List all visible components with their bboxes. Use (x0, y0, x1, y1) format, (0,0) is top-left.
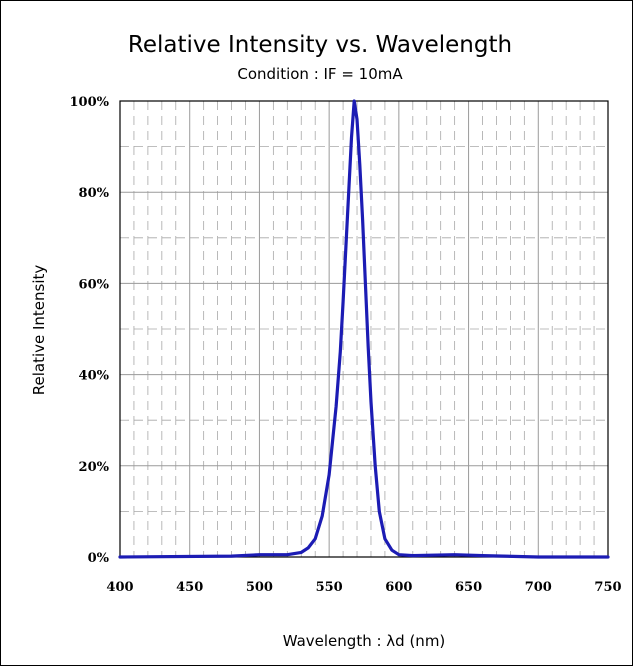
x-axis-label: Wavelength : λd (nm) (283, 632, 446, 650)
x-tick-label: 700 (525, 580, 552, 595)
x-tick-label: 600 (385, 580, 412, 595)
chart-subtitle: Condition : IF = 10mA (237, 65, 403, 83)
y-tick-label: 0% (88, 551, 110, 566)
x-tick-label: 400 (106, 580, 133, 595)
y-axis-label: Relative Intensity (30, 265, 48, 396)
x-tick-label: 450 (176, 580, 203, 595)
x-tick-label: 750 (594, 580, 621, 595)
y-tick-label: 40% (79, 369, 110, 384)
y-tick-label: 80% (79, 186, 110, 201)
x-tick-label: 500 (246, 580, 273, 595)
y-tick-label: 100% (70, 95, 110, 110)
series-line-relative-intensity (118, 99, 610, 559)
chart-title: Relative Intensity vs. Wavelength (128, 32, 512, 58)
grid (120, 101, 608, 557)
x-tick-label: 650 (455, 580, 482, 595)
y-tick-label: 60% (79, 277, 110, 292)
y-tick-label: 20% (79, 460, 110, 475)
x-tick-label: 550 (316, 580, 343, 595)
y-tick-labels: 0% 20% 40% 60% 80% 100% (70, 95, 110, 566)
plot-area-border (119, 100, 609, 558)
series-layer (118, 99, 610, 559)
x-tick-labels: 400 450 500 550 600 650 700 750 (106, 580, 621, 595)
